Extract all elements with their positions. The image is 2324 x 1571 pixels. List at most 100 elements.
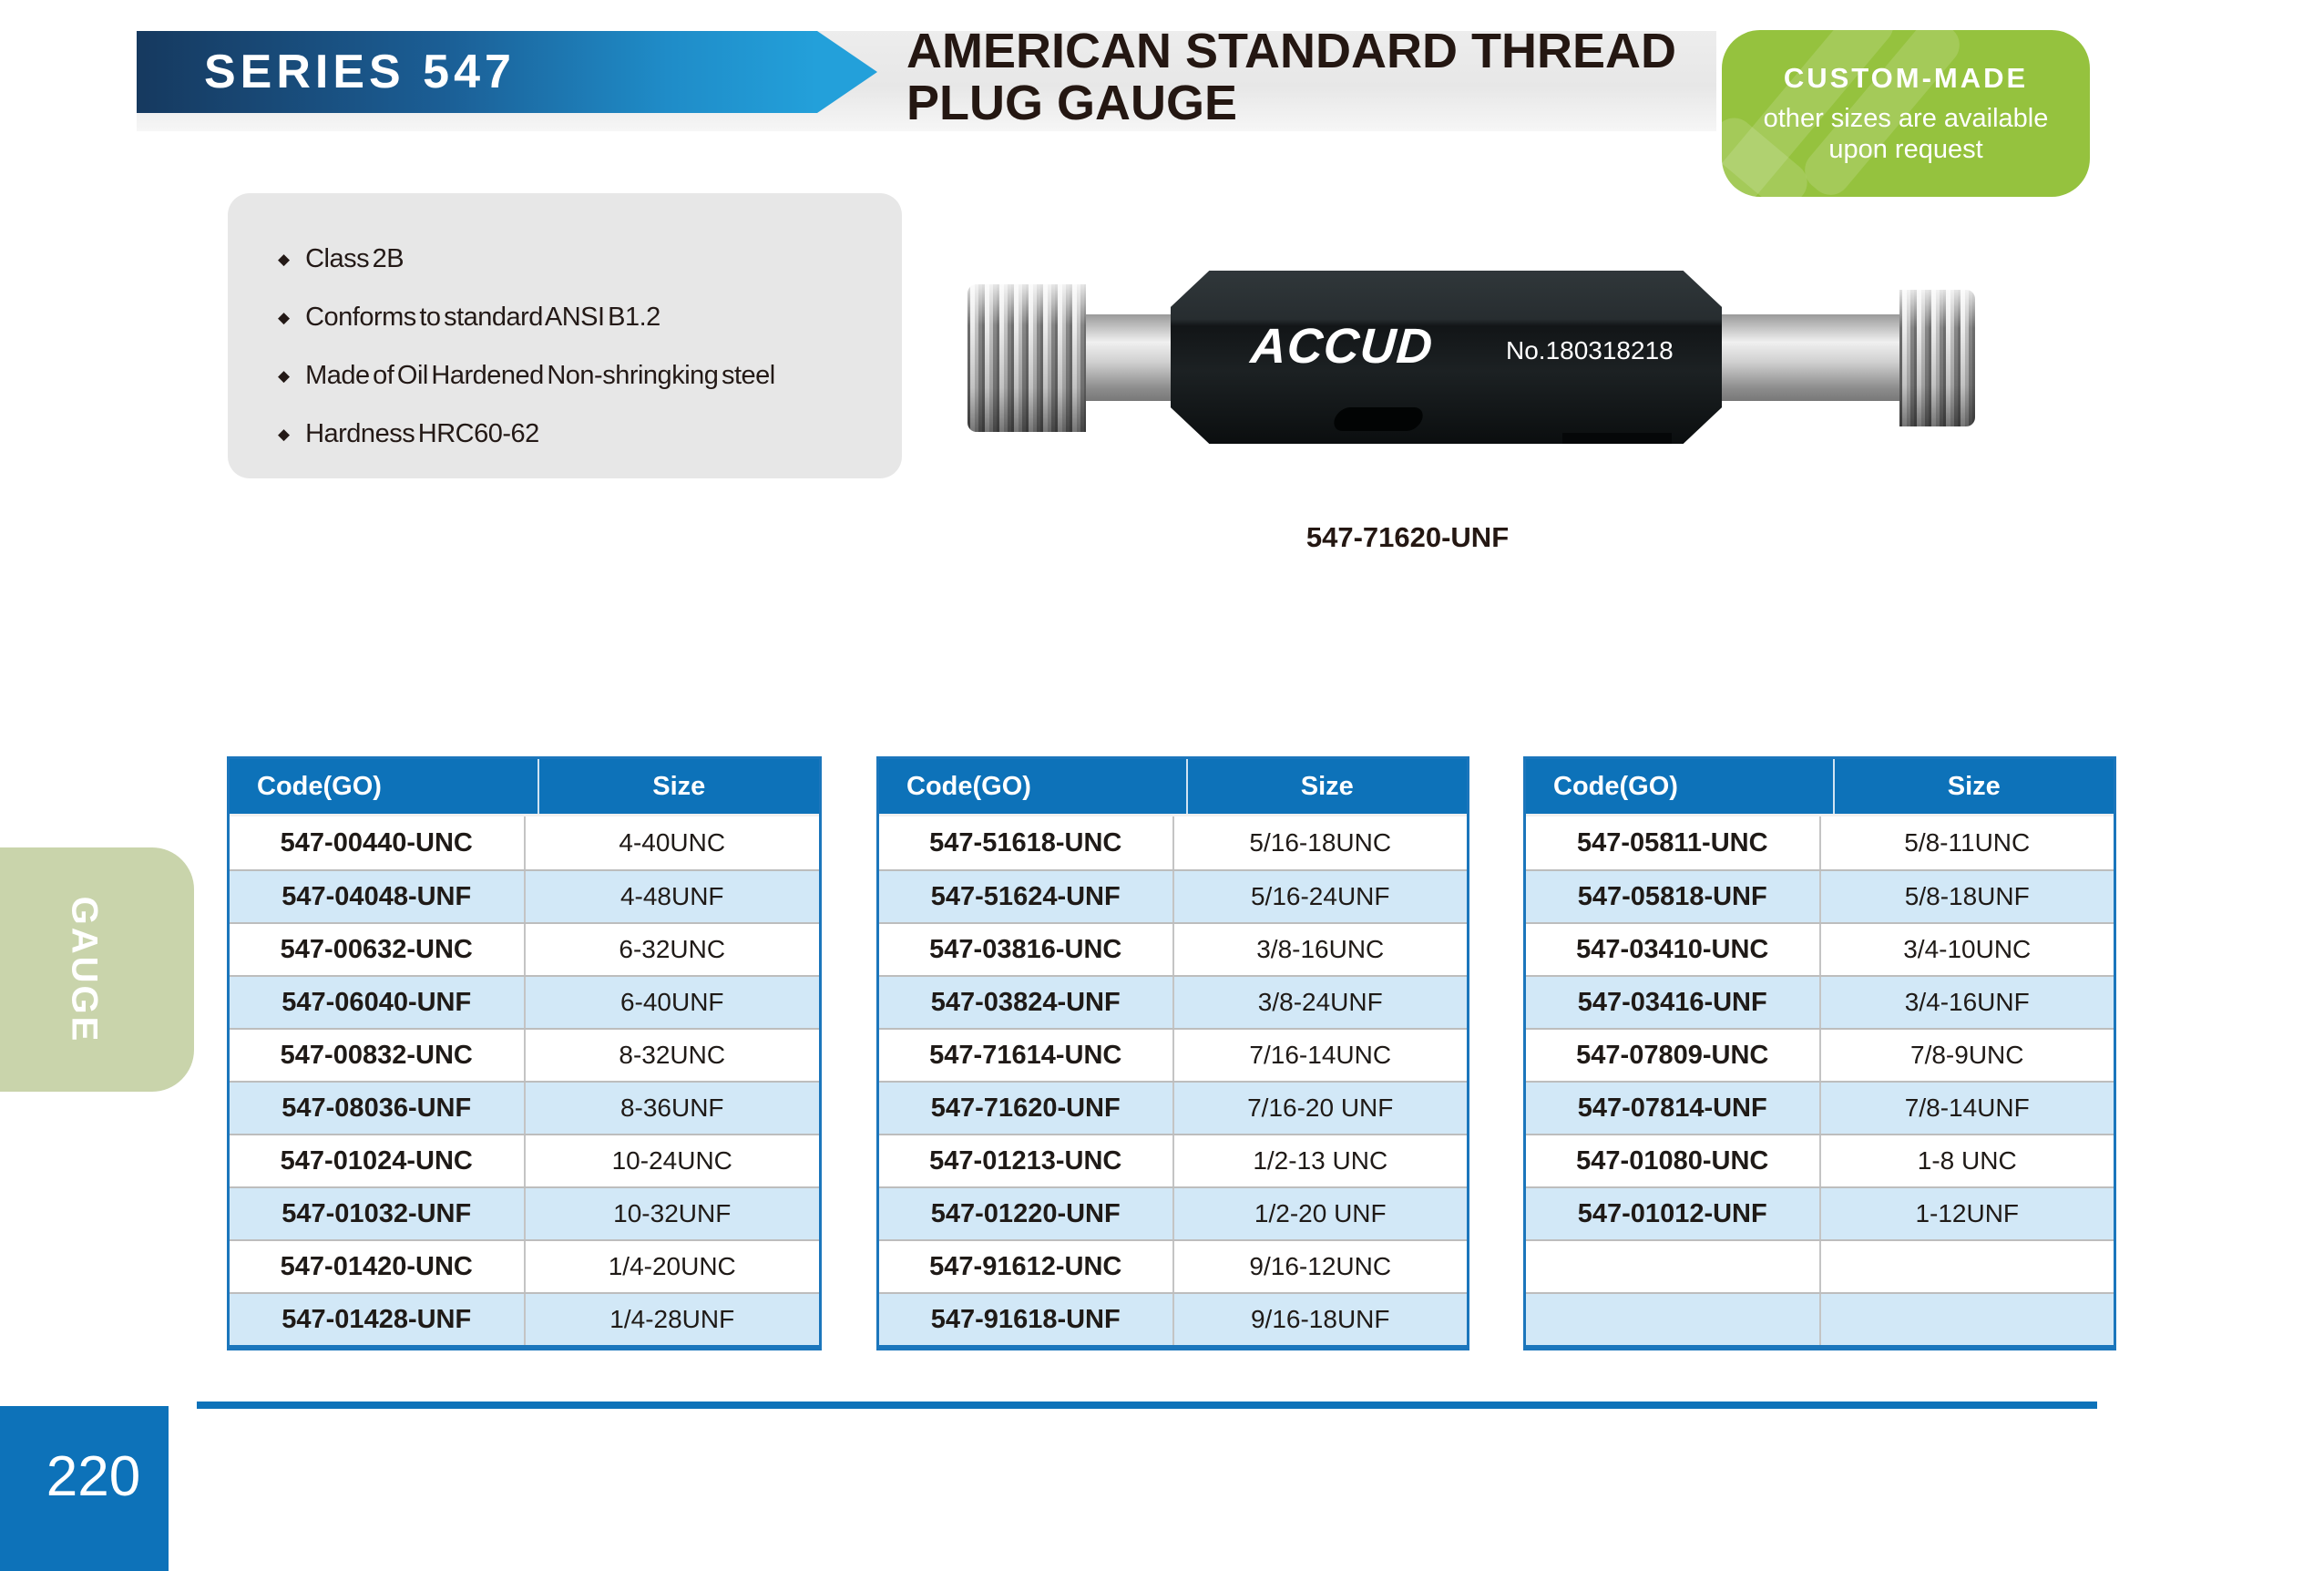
- column-header-code: Code(GO): [879, 759, 1188, 814]
- page-number: 220: [46, 1445, 141, 1508]
- table-row: 547-51624-UNF 5/16-24UNF: [879, 869, 1467, 922]
- table-header-row: Code(GO) Size: [230, 759, 819, 816]
- custom-made-badge: CUSTOM-MADE other sizes are available up…: [1722, 30, 2090, 197]
- size-cell: 8-32UNC: [619, 1041, 726, 1069]
- table-row: 547-91612-UNC 9/16-12UNC: [879, 1239, 1467, 1292]
- code-cell: 547-07809-UNC: [1526, 1030, 1821, 1081]
- size-cell: 7/8-9UNC: [1910, 1041, 2024, 1069]
- size-cell: 9/16-12UNC: [1249, 1252, 1392, 1280]
- size-cell: 8-36UNF: [619, 1094, 724, 1122]
- code-cell: 547-01428-UNF: [230, 1294, 526, 1345]
- footer-divider-line: [197, 1402, 2097, 1409]
- table-row: [1526, 1292, 2114, 1345]
- gauge-left-thread: [967, 284, 1086, 432]
- code-cell: 547-03824-UNF: [879, 977, 1174, 1028]
- table-row: 547-05811-UNC 5/8-11UNC: [1526, 816, 2114, 869]
- table-row: 547-07809-UNC 7/8-9UNC: [1526, 1028, 2114, 1081]
- table-row: 547-71614-UNC 7/16-14UNC: [879, 1028, 1467, 1081]
- table-row: 547-01213-UNC 1/2-13 UNC: [879, 1134, 1467, 1186]
- table-row: 547-00832-UNC 8-32UNC: [230, 1028, 819, 1081]
- table-row: 547-01428-UNF 1/4-28UNF: [230, 1292, 819, 1345]
- size-cell: 4-40UNC: [619, 828, 726, 857]
- table-header-row: Code(GO) Size: [1526, 759, 2114, 816]
- table-row: 547-07814-UNF 7/8-14UNF: [1526, 1081, 2114, 1134]
- size-cell: 3/8-24UNF: [1257, 988, 1383, 1016]
- page-title-line1: AMERICAN STANDARD THREAD: [906, 24, 1676, 78]
- table-row: 547-03416-UNF 3/4-16UNF: [1526, 975, 2114, 1028]
- code-cell: 547-01213-UNC: [879, 1135, 1174, 1186]
- size-cell: 1/4-28UNF: [609, 1305, 735, 1333]
- product-image-thread-plug-gauge: ACCUD No.180318218: [966, 264, 1977, 451]
- code-cell: 547-00832-UNC: [230, 1030, 526, 1081]
- diamond-bullet-icon: ◆: [278, 250, 291, 268]
- feature-list-box: ◆ Class 2B ◆ Conforms to standard ANSI B…: [228, 193, 902, 478]
- size-cell: 6-40UNF: [619, 988, 724, 1016]
- column-header-size: Size: [652, 771, 706, 801]
- gauge-right-shank: [1722, 314, 1899, 401]
- size-cell: 3/4-10UNC: [1903, 935, 2032, 963]
- page-number-box: 220: [0, 1406, 169, 1571]
- code-cell: 547-01012-UNF: [1526, 1188, 1821, 1239]
- column-header-code: Code(GO): [1526, 759, 1835, 814]
- table-row: 547-01220-UNF 1/2-20 UNF: [879, 1186, 1467, 1239]
- gauge-hex-body: ACCUD No.180318218: [1171, 271, 1722, 444]
- badge-subtitle-line1: other sizes are available: [1763, 104, 2049, 133]
- feature-item: ◆ Class 2B: [278, 244, 902, 274]
- section-tab-label: GAUGE: [64, 896, 104, 1043]
- table-row: 547-05818-UNF 5/8-18UNF: [1526, 869, 2114, 922]
- table-row: 547-01012-UNF 1-12UNF: [1526, 1186, 2114, 1239]
- table-row: 547-91618-UNF 9/16-18UNF: [879, 1292, 1467, 1345]
- column-header-code: Code(GO): [230, 759, 539, 814]
- code-cell: 547-51618-UNC: [879, 816, 1174, 869]
- size-cell: 5/8-18UNF: [1904, 882, 2030, 910]
- size-cell: 1/2-13 UNC: [1253, 1146, 1388, 1175]
- table-row: 547-03816-UNC 3/8-16UNC: [879, 922, 1467, 975]
- code-cell: 547-04048-UNF: [230, 871, 526, 922]
- badge-subtitle: other sizes are available upon request: [1722, 103, 2090, 165]
- size-cell: 10-32UNF: [613, 1199, 732, 1227]
- banner-arrow-icon: [817, 31, 877, 113]
- badge-title: CUSTOM-MADE: [1783, 62, 2029, 94]
- gauge-right-thread: [1899, 290, 1975, 426]
- code-cell: 547-01220-UNF: [879, 1188, 1174, 1239]
- size-cell: 5/8-11UNC: [1904, 828, 2031, 857]
- table-row: 547-01032-UNF 10-32UNF: [230, 1186, 819, 1239]
- table-row: [1526, 1239, 2114, 1292]
- page-title: AMERICAN STANDARD THREAD PLUG GAUGE: [906, 26, 1676, 129]
- size-cell: 1/4-20UNC: [608, 1252, 736, 1280]
- code-cell: 547-00440-UNC: [230, 816, 526, 869]
- table-row: 547-03824-UNF 3/8-24UNF: [879, 975, 1467, 1028]
- code-cell: 547-71620-UNF: [879, 1083, 1174, 1134]
- diamond-bullet-icon: ◆: [278, 366, 291, 385]
- feature-text: Made of Oil Hardened Non-shringking stee…: [305, 361, 775, 390]
- code-cell: 547-51624-UNF: [879, 871, 1174, 922]
- spec-table-3: Code(GO) Size 547-05811-UNC 5/8-11UNC 547-…: [1523, 756, 2116, 1350]
- code-cell: 547-05811-UNC: [1526, 816, 1821, 869]
- code-cell: 547-03416-UNF: [1526, 977, 1821, 1028]
- code-cell: 547-06040-UNF: [230, 977, 526, 1028]
- table-row: 547-71620-UNF 7/16-20 UNF: [879, 1081, 1467, 1134]
- table-row: 547-08036-UNF 8-36UNF: [230, 1081, 819, 1134]
- diamond-bullet-icon: ◆: [278, 308, 291, 326]
- feature-text: Class 2B: [305, 244, 404, 273]
- gauge-left-shank: [1086, 314, 1171, 401]
- size-cell: 7/8-14UNF: [1904, 1094, 2030, 1122]
- code-cell: 547-00632-UNC: [230, 924, 526, 975]
- column-header-size: Size: [1947, 771, 2001, 801]
- table-row: 547-03410-UNC 3/4-10UNC: [1526, 922, 2114, 975]
- size-cell: [1821, 1241, 2114, 1292]
- table-row: 547-01080-UNC 1-8 UNC: [1526, 1134, 2114, 1186]
- size-cell: 4-48UNF: [619, 882, 724, 910]
- code-cell: 547-71614-UNC: [879, 1030, 1174, 1081]
- product-caption: 547-71620-UNF: [1305, 521, 1510, 553]
- table-row: 547-06040-UNF 6-40UNF: [230, 975, 819, 1028]
- code-cell: 547-01420-UNC: [230, 1241, 526, 1292]
- table-row: 547-00440-UNC 4-40UNC: [230, 816, 819, 869]
- table-row: 547-01024-UNC 10-24UNC: [230, 1134, 819, 1186]
- code-cell: 547-07814-UNF: [1526, 1083, 1821, 1134]
- spec-table-2: Code(GO) Size 547-51618-UNC 5/16-18UNC 547…: [876, 756, 1469, 1350]
- page-title-line2: PLUG GAUGE: [906, 76, 1238, 130]
- serial-number: No.180318218: [1506, 336, 1674, 365]
- table-row: 547-00632-UNC 6-32UNC: [230, 922, 819, 975]
- sidebar-section-tab: GAUGE: [0, 847, 194, 1092]
